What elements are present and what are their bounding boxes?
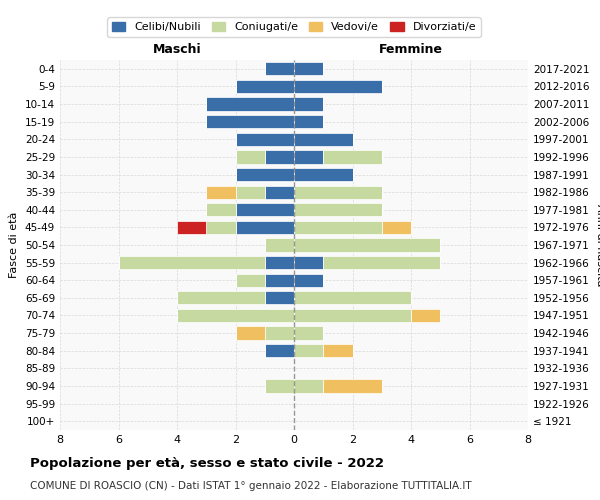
Bar: [235, 132, 294, 146]
Bar: [206, 221, 235, 234]
Bar: [265, 291, 294, 304]
Bar: [206, 98, 294, 110]
Bar: [294, 274, 323, 287]
Bar: [294, 291, 411, 304]
Bar: [235, 326, 265, 340]
Bar: [265, 238, 294, 252]
Text: COMUNE DI ROASCIO (CN) - Dati ISTAT 1° gennaio 2022 - Elaborazione TUTTITALIA.IT: COMUNE DI ROASCIO (CN) - Dati ISTAT 1° g…: [30, 481, 472, 491]
Bar: [177, 221, 206, 234]
Bar: [294, 221, 382, 234]
Bar: [235, 168, 294, 181]
Bar: [294, 186, 382, 198]
Text: Maschi: Maschi: [152, 44, 202, 57]
Bar: [294, 132, 353, 146]
Bar: [294, 203, 382, 216]
Bar: [265, 344, 294, 358]
Bar: [294, 238, 440, 252]
Bar: [265, 62, 294, 76]
Bar: [294, 256, 323, 269]
Bar: [294, 115, 323, 128]
Bar: [294, 326, 323, 340]
Bar: [294, 168, 353, 181]
Bar: [235, 203, 294, 216]
Bar: [294, 380, 323, 392]
Bar: [323, 256, 440, 269]
Bar: [265, 274, 294, 287]
Bar: [294, 62, 323, 76]
Bar: [323, 380, 382, 392]
Bar: [411, 309, 440, 322]
Bar: [294, 80, 382, 93]
Bar: [294, 309, 411, 322]
Bar: [294, 98, 323, 110]
Bar: [177, 309, 294, 322]
Bar: [206, 115, 294, 128]
Bar: [323, 344, 353, 358]
Bar: [323, 150, 382, 164]
Bar: [265, 326, 294, 340]
Bar: [119, 256, 265, 269]
Bar: [265, 380, 294, 392]
Bar: [177, 291, 265, 304]
Y-axis label: Anni di nascita: Anni di nascita: [595, 204, 600, 286]
Bar: [235, 274, 265, 287]
Bar: [206, 186, 235, 198]
Bar: [235, 221, 294, 234]
Bar: [294, 344, 323, 358]
Bar: [235, 80, 294, 93]
Bar: [265, 186, 294, 198]
Bar: [382, 221, 411, 234]
Bar: [294, 150, 323, 164]
Legend: Celibi/Nubili, Coniugati/e, Vedovi/e, Divorziati/e: Celibi/Nubili, Coniugati/e, Vedovi/e, Di…: [107, 18, 481, 37]
Bar: [235, 186, 265, 198]
Text: Popolazione per età, sesso e stato civile - 2022: Popolazione per età, sesso e stato civil…: [30, 458, 384, 470]
Text: Femmine: Femmine: [379, 44, 443, 57]
Bar: [206, 203, 235, 216]
Bar: [235, 150, 265, 164]
Bar: [265, 150, 294, 164]
Y-axis label: Fasce di età: Fasce di età: [10, 212, 19, 278]
Bar: [265, 256, 294, 269]
